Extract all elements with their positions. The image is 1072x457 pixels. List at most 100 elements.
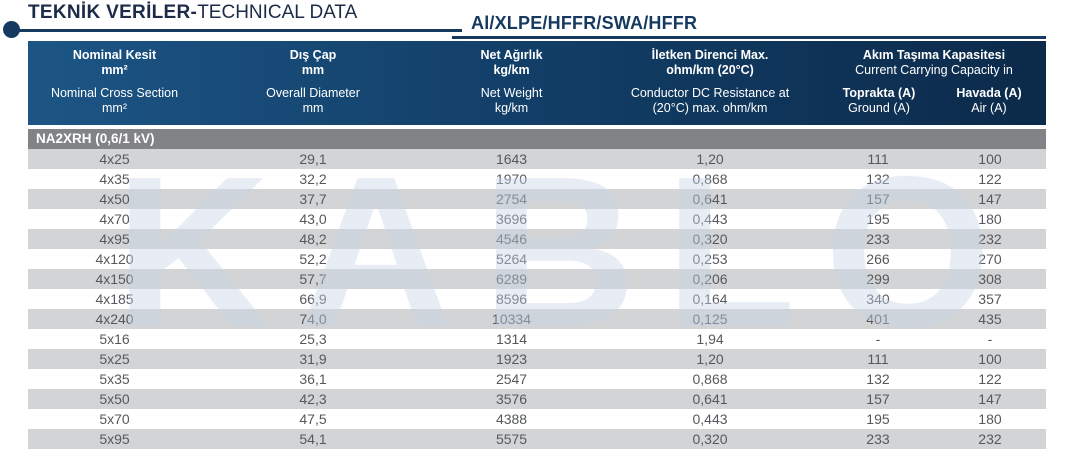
- table-cell: 0,868: [692, 371, 728, 387]
- table-cell: 37,7: [201, 189, 425, 209]
- table-cell: 1,94: [696, 331, 724, 347]
- table-cell: 4x35: [99, 171, 130, 187]
- table-cell: 0,641: [598, 189, 822, 209]
- column-unit-tr: mm²: [101, 63, 128, 77]
- table-cell: 5575: [425, 429, 599, 449]
- table-cell: 3696: [495, 211, 528, 227]
- table-cell: 25,3: [299, 331, 327, 347]
- table-cell: 111: [822, 349, 934, 369]
- table-cell: 42,3: [201, 389, 425, 409]
- table-row: 4x95 48,2 4546 0,320 233 232: [28, 229, 1046, 249]
- data-table: Nominal Kesit mm² Nominal Cross Section …: [28, 41, 1046, 449]
- column-unit-en: mm: [302, 101, 324, 115]
- column-header-english: Overall Diameter mm: [203, 86, 423, 116]
- table-cell: 357: [978, 291, 1002, 307]
- column-label-tr: İletken Direnci Max.: [651, 48, 769, 62]
- table-row: 5x70 47,5 4388 0,443 195 180: [28, 409, 1046, 429]
- table-row: 4x25 29,1 1643 1,20 111 100: [28, 149, 1046, 169]
- table-cell: 195: [866, 211, 890, 227]
- table-cell: 147: [933, 389, 1046, 409]
- table-cell: 5x35: [99, 371, 130, 387]
- table-row: 4x240 74,0 10334 0,125 401 435: [28, 309, 1046, 329]
- table-cell: 2754: [425, 189, 599, 209]
- column-label-tr: Net Ağırlık: [480, 48, 543, 62]
- table-cell: 5x95: [28, 429, 202, 449]
- column-header-turkish: Dış Çap mm: [203, 48, 423, 78]
- table-cell: 1970: [495, 171, 528, 187]
- capacity-header-top: Akım Taşıma Kapasitesi Current Carrying …: [824, 48, 1044, 78]
- section-row: NA2XRH (0,6/1 kV): [28, 127, 1046, 149]
- table-cell: 122: [978, 371, 1002, 387]
- table-cell: 47,5: [299, 411, 327, 427]
- table-cell: 308: [933, 269, 1046, 289]
- table-cell: 5264: [495, 251, 528, 267]
- column-header: Dış Çap mm Overall Diameter mm: [201, 41, 425, 129]
- column-header-turkish: Net Ağırlık kg/km: [427, 48, 596, 78]
- column-label-en: Net Weight: [480, 86, 543, 100]
- table-cell: 111: [822, 149, 934, 169]
- table-row: 5x25 31,9 1923 1,20 111 100: [28, 349, 1046, 369]
- table-cell: 5x25: [28, 349, 202, 369]
- table-cell: 122: [978, 171, 1002, 187]
- table-cell: 1,20: [598, 149, 822, 169]
- table-cell: 6289: [425, 269, 599, 289]
- table-row: 5x35 36,1 2547 0,868 132 122: [28, 369, 1046, 389]
- table-row: 4x150 57,7 6289 0,206 299 308: [28, 269, 1046, 289]
- column-header: Net Ağırlık kg/km Net Weight kg/km: [425, 41, 599, 129]
- table-cell: 180: [978, 411, 1002, 427]
- table-cell: 29,1: [201, 149, 425, 169]
- table-row: 5x50 42,3 3576 0,641 157 147: [28, 389, 1046, 409]
- table-cell: 100: [933, 149, 1046, 169]
- table-cell: 5x50: [28, 389, 202, 409]
- ground-subheader: Toprakta (A) Ground (A): [824, 86, 934, 116]
- table-cell: 132: [866, 371, 890, 387]
- table-cell: 195: [866, 411, 890, 427]
- table-cell: 4x185: [95, 291, 134, 307]
- table-row: 4x50 37,7 2754 0,641 157 147: [28, 189, 1046, 209]
- table-row: 5x16 25,3 1314 1,94 - -: [28, 329, 1046, 349]
- table-cell: 0,443: [692, 211, 728, 227]
- table-cell: 180: [978, 211, 1002, 227]
- column-header-turkish: İletken Direnci Max. ohm/km (20°C): [600, 48, 820, 78]
- table-cell: 66,9: [299, 291, 327, 307]
- capacity-header: Akım Taşıma Kapasitesi Current Carrying …: [822, 41, 1046, 129]
- table-cell: 1,20: [598, 349, 822, 369]
- table-cell: 4x25: [28, 149, 202, 169]
- table-row: 4x70 43,0 3696 0,443 195 180: [28, 209, 1046, 229]
- table-cell: 8596: [495, 291, 528, 307]
- table-cell: 54,1: [201, 429, 425, 449]
- table-cell: 48,2: [201, 229, 425, 249]
- air-label-en: Air (A): [971, 101, 1007, 115]
- column-header-turkish: Nominal Kesit mm²: [30, 48, 199, 78]
- table-cell: 0,868: [692, 171, 728, 187]
- column-header-english: Conductor DC Resistance at (20°C) max. o…: [600, 86, 820, 116]
- table-cell: 401: [822, 309, 934, 329]
- rule-line-right: [452, 36, 1046, 39]
- capacity-title-en: Current Carrying Capacity in: [855, 63, 1013, 77]
- page-title-bold: TEKNİK VERİLER-: [28, 2, 198, 23]
- table-cell: 100: [933, 349, 1046, 369]
- table-cell: 10334: [425, 309, 599, 329]
- column-unit-tr: ohm/km (20°C): [666, 63, 754, 77]
- table-cell: 57,7: [201, 269, 425, 289]
- table-cell: 232: [933, 429, 1046, 449]
- ground-label-en: Ground (A): [848, 101, 910, 115]
- table-cell: 43,0: [299, 211, 327, 227]
- column-header: Nominal Kesit mm² Nominal Cross Section …: [28, 41, 202, 129]
- capacity-title-tr: Akım Taşıma Kapasitesi: [862, 48, 1006, 62]
- column-unit-en: (20°C) max. ohm/km: [652, 101, 768, 115]
- column-label-tr: Dış Çap: [289, 48, 337, 62]
- air-label-tr: Havada (A): [956, 86, 1022, 100]
- table-cell: 233: [822, 429, 934, 449]
- column-label-en: Overall Diameter: [266, 86, 360, 100]
- table-cell: 0,125: [598, 309, 822, 329]
- table-row: 5x95 54,1 5575 0,320 233 232: [28, 429, 1046, 449]
- table-cell: 157: [822, 189, 934, 209]
- column-label-tr: Nominal Kesit: [72, 48, 157, 62]
- column-label-en: Conductor DC Resistance at: [630, 86, 790, 100]
- table-cell: 2547: [495, 371, 528, 387]
- table-cell: 32,2: [299, 171, 327, 187]
- page-title-regular: TECHNICAL DATA: [197, 2, 358, 23]
- technical-data-table: Nominal Kesit mm² Nominal Cross Section …: [28, 41, 1046, 449]
- table-cell: 52,2: [299, 251, 327, 267]
